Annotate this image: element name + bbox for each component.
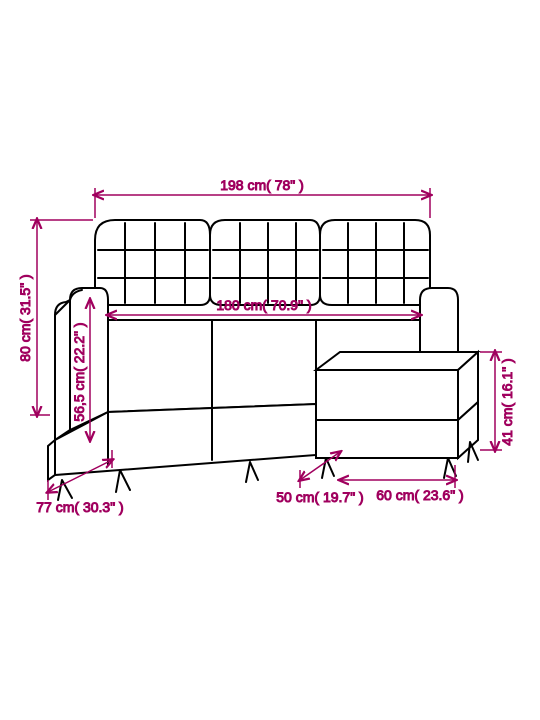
dim-ottoman-height: 41 cm( 16.1" ) xyxy=(499,358,515,445)
dim-left-height: 80 cm( 31.5" ) xyxy=(17,274,33,361)
dim-ottoman-width: 60 cm( 23.6" ) xyxy=(376,487,463,503)
dim-top-width: 198 cm( 78" ) xyxy=(220,177,304,193)
ottoman xyxy=(316,352,478,478)
dim-ottoman-depth: 50 cm( 19.7" ) xyxy=(276,489,363,505)
dim-arm-height: 56,5 cm( 22.2" ) xyxy=(71,322,87,421)
dim-inner-width: 180 cm( 70.9" ) xyxy=(216,297,311,313)
dim-depth: 77 cm( 30.3" ) xyxy=(36,499,123,515)
back-cushions xyxy=(95,220,430,305)
diagram-canvas: 198 cm( 78" ) 180 cm( 70.9" ) 80 cm( 31.… xyxy=(0,0,540,720)
